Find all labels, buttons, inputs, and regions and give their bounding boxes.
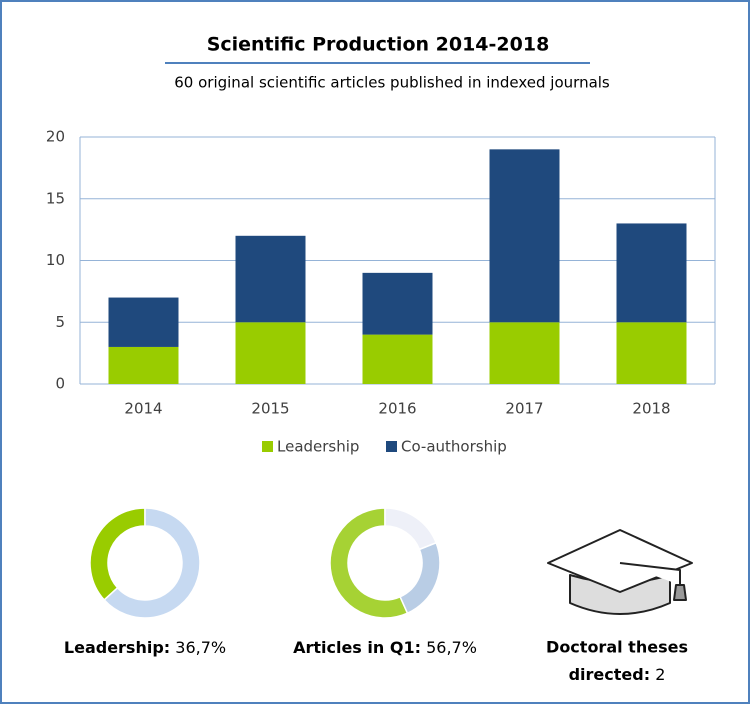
legend-swatch bbox=[386, 441, 397, 452]
donut-label: Articles in Q1: bbox=[293, 638, 421, 657]
bar-segment bbox=[362, 334, 433, 384]
bar-segment bbox=[489, 149, 560, 323]
legend-label: Co-authorship bbox=[401, 438, 507, 456]
x-tick-label: 2015 bbox=[251, 400, 289, 418]
theses-value: 2 bbox=[655, 665, 665, 684]
y-tick-label: 0 bbox=[55, 375, 65, 393]
donut-segment bbox=[103, 507, 201, 619]
graduation-cap-icon bbox=[547, 529, 693, 615]
chart-title: Scientific Production 2014-2018 bbox=[207, 34, 550, 56]
bar-segment bbox=[616, 223, 687, 323]
donut-segment bbox=[384, 507, 438, 551]
bar-segment bbox=[108, 346, 179, 384]
x-tick-label: 2017 bbox=[505, 400, 543, 418]
donut-caption: Articles in Q1: 56,7% bbox=[293, 638, 477, 657]
donut-value-label: 56,7% bbox=[426, 638, 477, 657]
x-tick-label: 2018 bbox=[632, 400, 670, 418]
x-tick-label: 2014 bbox=[124, 400, 162, 418]
subtitle: 60 original scientific articles publishe… bbox=[174, 74, 610, 92]
legend-label: Leadership bbox=[277, 438, 359, 456]
theses-label: Doctoral theses bbox=[546, 638, 688, 657]
theses-label: directed: bbox=[569, 665, 651, 684]
bar-segment bbox=[362, 272, 433, 335]
bar-segment bbox=[489, 322, 560, 384]
donut-label: Leadership: bbox=[64, 638, 170, 657]
bar-segment bbox=[616, 322, 687, 384]
bar-segment bbox=[235, 235, 306, 323]
y-tick-label: 15 bbox=[46, 189, 65, 207]
bar-segment bbox=[235, 322, 306, 384]
donut-caption: Leadership: 36,7% bbox=[64, 638, 226, 657]
y-tick-label: 5 bbox=[55, 313, 65, 331]
legend-swatch bbox=[262, 441, 273, 452]
y-tick-label: 20 bbox=[46, 128, 65, 146]
theses-line: directed: 2 bbox=[569, 665, 666, 684]
bar-segment bbox=[108, 297, 179, 347]
x-tick-label: 2016 bbox=[378, 400, 416, 418]
y-tick-label: 10 bbox=[46, 251, 65, 269]
donut-segment bbox=[329, 507, 409, 619]
donut-value-label: 36,7% bbox=[175, 638, 226, 657]
